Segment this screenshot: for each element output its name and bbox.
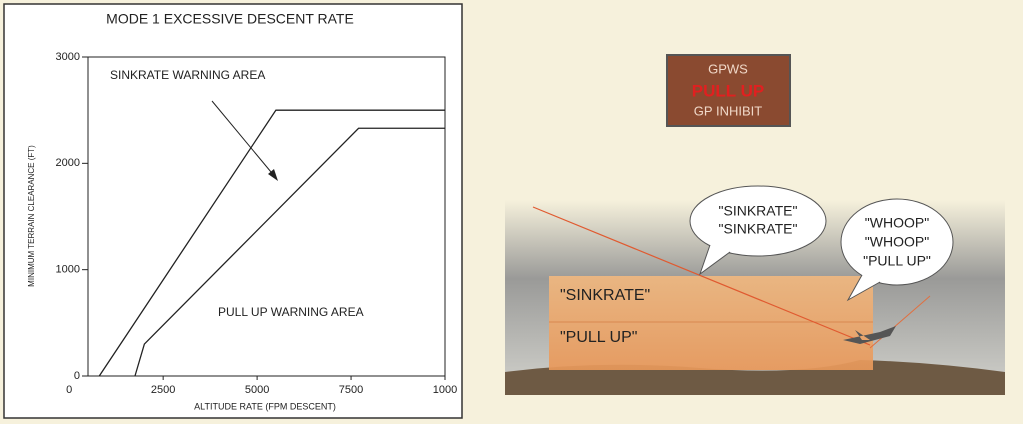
airplane bbox=[843, 326, 896, 344]
flight-trail bbox=[869, 295, 931, 349]
boundary-line bbox=[134, 127, 445, 377]
chart-frame bbox=[3, 3, 463, 419]
annotation: SINKRATE WARNING AREA bbox=[110, 68, 265, 82]
y-axis-label: MINIMUM TERRAIN CLEARANCE (FT) bbox=[27, 145, 36, 287]
bubble-text: "WHOOP" bbox=[865, 215, 929, 231]
speech-bubble bbox=[840, 198, 954, 286]
panel-warning: PULL UP bbox=[692, 81, 764, 100]
flight-path bbox=[532, 206, 871, 346]
zone-label: "SINKRATE" bbox=[560, 287, 650, 304]
x-axis-label: ALTITUDE RATE (FPM DESCENT) bbox=[194, 401, 336, 411]
panel-text: GPWS bbox=[708, 61, 748, 76]
gpws-panel bbox=[666, 54, 791, 127]
bubble-tail bbox=[846, 274, 881, 302]
y-tick-label: 3000 bbox=[56, 51, 80, 63]
x-tick-label: 1000 bbox=[433, 384, 457, 396]
y-tick-label: 1000 bbox=[56, 264, 80, 276]
chart-title: MODE 1 EXCESSIVE DESCENT RATE bbox=[106, 11, 354, 27]
annotation: PULL UP WARNING AREA bbox=[218, 305, 364, 319]
y-tick-label: 0 bbox=[74, 370, 80, 382]
speech-bubble bbox=[689, 185, 827, 257]
y-tick-label: 2000 bbox=[56, 157, 80, 169]
warning-zone bbox=[549, 276, 873, 370]
zone-label: "PULL UP" bbox=[560, 329, 637, 346]
panel-text: GP INHIBIT bbox=[694, 103, 762, 118]
bubble-tail bbox=[699, 244, 731, 276]
x-tick-label: 0 bbox=[66, 384, 72, 396]
bubble-text: "PULL UP" bbox=[863, 253, 931, 269]
x-tick-label: 7500 bbox=[339, 384, 363, 396]
plot-area bbox=[87, 56, 446, 377]
bubble-text: "SINKRATE" bbox=[719, 203, 798, 219]
bubble-text: "SINKRATE" bbox=[719, 221, 798, 237]
arrowhead bbox=[268, 169, 278, 181]
x-tick-label: 5000 bbox=[245, 384, 269, 396]
x-tick-label: 2500 bbox=[151, 384, 175, 396]
boundary-line bbox=[98, 109, 445, 377]
arrow bbox=[211, 100, 277, 179]
bubble-text: "WHOOP" bbox=[865, 234, 929, 250]
